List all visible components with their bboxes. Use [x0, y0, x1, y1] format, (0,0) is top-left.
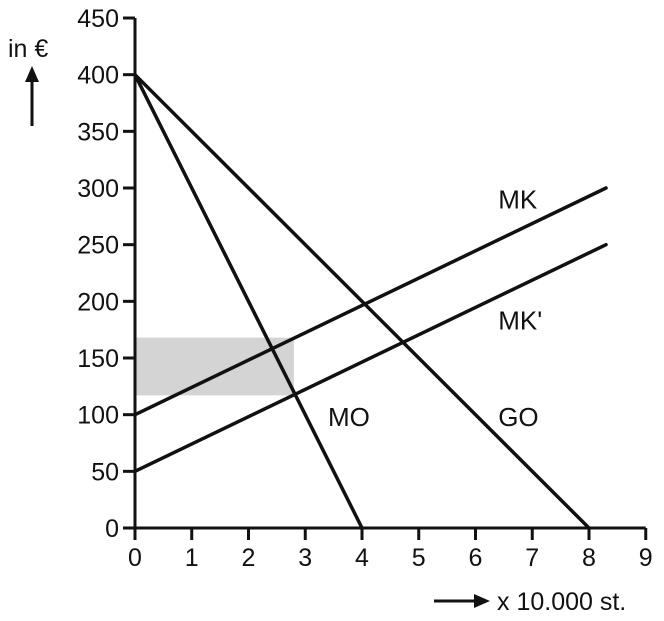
series-line-mk — [133, 186, 608, 417]
x-tick-label: 9 — [639, 544, 653, 572]
y-tick-label: 250 — [77, 232, 119, 260]
y-tick-label: 450 — [77, 5, 119, 33]
series-label-mk: MK' — [498, 306, 542, 336]
series-label-mo: MO — [328, 402, 370, 432]
shaded-region-layer — [135, 337, 294, 396]
y-tick-label: 400 — [77, 62, 119, 90]
y-tick-label: 300 — [77, 175, 119, 203]
y-tick-label: 150 — [77, 345, 119, 373]
x-tick-label: 7 — [525, 544, 539, 572]
x-tick-label: 2 — [242, 544, 256, 572]
axes: 0 50 100 150 200 250 300 350 400 450 0 1 2 3 4 5 6 7 8 9 — [77, 5, 652, 572]
x-tick-label: 4 — [355, 544, 369, 572]
series-line-go — [133, 72, 591, 530]
y-tick-label: 200 — [77, 288, 119, 316]
shaded-region — [135, 337, 294, 396]
series-line-mk — [133, 242, 608, 474]
x-axis-arrow-icon — [434, 594, 490, 608]
x-tick-label: 8 — [582, 544, 596, 572]
series-label-go: GO — [498, 402, 538, 432]
x-tick-label: 3 — [298, 544, 312, 572]
x-tick-label: 5 — [412, 544, 426, 572]
y-axis-arrow-icon — [25, 66, 39, 126]
series-line-mo — [133, 72, 364, 530]
x-tick-label: 6 — [469, 544, 483, 572]
series-lines — [133, 72, 608, 530]
x-tick-label: 1 — [185, 544, 199, 572]
series-labels: MO GO MK MK' — [328, 184, 542, 432]
y-tick-label: 100 — [77, 402, 119, 430]
series-label-mk: MK — [498, 184, 538, 214]
x-tick-label: 0 — [128, 544, 142, 572]
y-tick-label: 0 — [105, 515, 119, 543]
y-tick-label: 350 — [77, 118, 119, 146]
y-axis-title: in € — [8, 35, 48, 63]
y-tick-label: 50 — [91, 458, 119, 486]
x-axis-title: x 10.000 st. — [497, 588, 626, 616]
